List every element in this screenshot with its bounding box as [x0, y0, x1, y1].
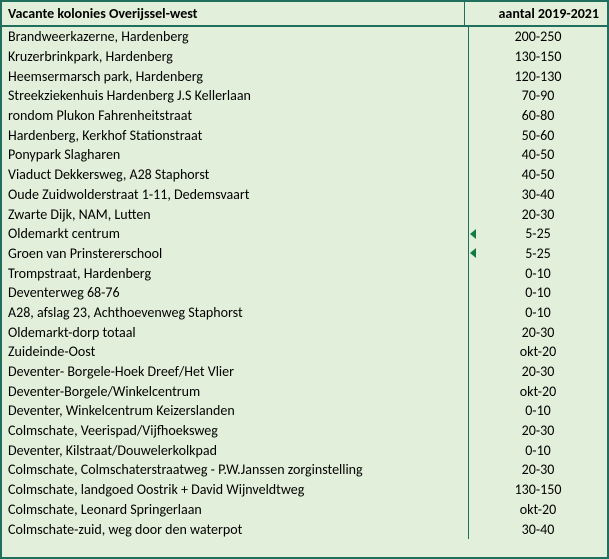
table-row: Colmschate, Colmschaterstraatweg - P.W.J… [2, 460, 607, 480]
table-header: Vacante kolonies Overijssel-west aantal … [2, 2, 607, 27]
table-row: Oude Zuidwolderstraat 1-11, Dedemsvaart3… [2, 185, 607, 205]
row-count: 20-30 [469, 460, 607, 480]
row-count: 20-30 [469, 421, 607, 441]
row-count: 5-25 [469, 244, 607, 264]
table-row: Trompstraat, Hardenberg0-10 [2, 263, 607, 283]
row-name: rondom Plukon Fahrenheitstraat [2, 106, 469, 126]
row-name: Oude Zuidwolderstraat 1-11, Dedemsvaart [2, 185, 469, 205]
table-row: Deventer, Winkelcentrum Keizerslanden0-1… [2, 401, 607, 421]
row-count: 0-10 [469, 401, 607, 421]
row-name: Deventer, Winkelcentrum Keizerslanden [2, 401, 469, 421]
row-name: Deventer, Kilstraat/Douwelerkolkpad [2, 440, 469, 460]
row-count: 50-60 [469, 125, 607, 145]
row-count: 0-10 [469, 303, 607, 323]
row-name: Deventer- Borgele-Hoek Dreef/Het Vlier [2, 362, 469, 382]
row-count: 200-250 [469, 27, 607, 47]
table-row: Oldemarkt-dorp totaal20-30 [2, 322, 607, 342]
row-name: Trompstraat, Hardenberg [2, 263, 469, 283]
row-count: 20-30 [469, 362, 607, 382]
row-name: Oldemarkt-dorp totaal [2, 322, 469, 342]
row-count: 20-30 [469, 204, 607, 224]
row-name: A28, afslag 23, Achthoevenweg Staphorst [2, 303, 469, 323]
row-count: 120-130 [469, 66, 607, 86]
row-name: Streekziekenhuis Hardenberg J.S Kellerla… [2, 86, 469, 106]
cell-marker-icon [470, 248, 476, 258]
row-count: 130-150 [469, 480, 607, 500]
row-name: Heemsermarsch park, Hardenberg [2, 66, 469, 86]
row-count: 0-10 [469, 263, 607, 283]
row-name: Deventerweg 68-76 [2, 283, 469, 303]
table-row: Kruzerbrinkpark, Hardenberg130-150 [2, 47, 607, 67]
row-count: 130-150 [469, 47, 607, 67]
row-name: Zuideinde-Oost [2, 342, 469, 362]
row-name: Zwarte Dijk, NAM, Lutten [2, 204, 469, 224]
table-row: Brandweerkazerne, Hardenberg200-250 [2, 27, 607, 47]
row-count: 40-50 [469, 145, 607, 165]
table-row: Colmschate-zuid, weg door den waterpot30… [2, 519, 607, 539]
table-body: Brandweerkazerne, Hardenberg200-250Kruze… [2, 27, 607, 539]
table-row: Deventer-Borgele/Winkelcentrumokt-20 [2, 381, 607, 401]
row-name: Brandweerkazerne, Hardenberg [2, 27, 469, 47]
table-row: Deventer- Borgele-Hoek Dreef/Het Vlier20… [2, 362, 607, 382]
row-count: okt-20 [469, 381, 607, 401]
row-count: 70-90 [469, 86, 607, 106]
row-count: okt-20 [469, 500, 607, 520]
row-name: Ponypark Slagharen [2, 145, 469, 165]
row-name: Kruzerbrinkpark, Hardenberg [2, 47, 469, 67]
table-row: Groen van Prinstererschool5-25 [2, 244, 607, 264]
row-name: Groen van Prinstererschool [2, 244, 469, 264]
row-count: 0-10 [469, 283, 607, 303]
row-name: Colmschate, Veerispad/Vijfhoeksweg [2, 421, 469, 441]
row-count: 30-40 [469, 519, 607, 539]
row-count: okt-20 [469, 342, 607, 362]
table-row: Zwarte Dijk, NAM, Lutten20-30 [2, 204, 607, 224]
row-name: Hardenberg, Kerkhof Stationstraat [2, 125, 469, 145]
table-row: Hardenberg, Kerkhof Stationstraat50-60 [2, 125, 607, 145]
table-container: Vacante kolonies Overijssel-west aantal … [0, 0, 609, 559]
table-row: Viaduct Dekkersweg, A28 Staphorst40-50 [2, 165, 607, 185]
row-count: 40-50 [469, 165, 607, 185]
row-count: 20-30 [469, 322, 607, 342]
table-row: Oldemarkt centrum5-25 [2, 224, 607, 244]
header-title: Vacante kolonies Overijssel-west [2, 2, 465, 25]
row-name: Colmschate, landgoed Oostrik + David Wij… [2, 480, 469, 500]
table-row: Colmschate, landgoed Oostrik + David Wij… [2, 480, 607, 500]
row-count: 5-25 [469, 224, 607, 244]
table-row: rondom Plukon Fahrenheitstraat60-80 [2, 106, 607, 126]
table-row: Colmschate, Veerispad/Vijfhoeksweg20-30 [2, 421, 607, 441]
table-row: Streekziekenhuis Hardenberg J.S Kellerla… [2, 86, 607, 106]
table-row: Ponypark Slagharen40-50 [2, 145, 607, 165]
table-row: Colmschate, Leonard Springerlaanokt-20 [2, 500, 607, 520]
table-row: Deventer, Kilstraat/Douwelerkolkpad0-10 [2, 440, 607, 460]
header-count: aantal 2019-2021 [465, 2, 607, 25]
table-row: A28, afslag 23, Achthoevenweg Staphorst0… [2, 303, 607, 323]
row-name: Deventer-Borgele/Winkelcentrum [2, 381, 469, 401]
table-row: Heemsermarsch park, Hardenberg120-130 [2, 66, 607, 86]
row-name: Colmschate, Leonard Springerlaan [2, 500, 469, 520]
row-name: Colmschate, Colmschaterstraatweg - P.W.J… [2, 460, 469, 480]
table-row: Deventerweg 68-760-10 [2, 283, 607, 303]
row-count: 30-40 [469, 185, 607, 205]
table-row: Zuideinde-Oostokt-20 [2, 342, 607, 362]
row-count: 0-10 [469, 440, 607, 460]
row-name: Viaduct Dekkersweg, A28 Staphorst [2, 165, 469, 185]
row-name: Oldemarkt centrum [2, 224, 469, 244]
row-name: Colmschate-zuid, weg door den waterpot [2, 519, 469, 539]
cell-marker-icon [470, 229, 476, 239]
row-count: 60-80 [469, 106, 607, 126]
